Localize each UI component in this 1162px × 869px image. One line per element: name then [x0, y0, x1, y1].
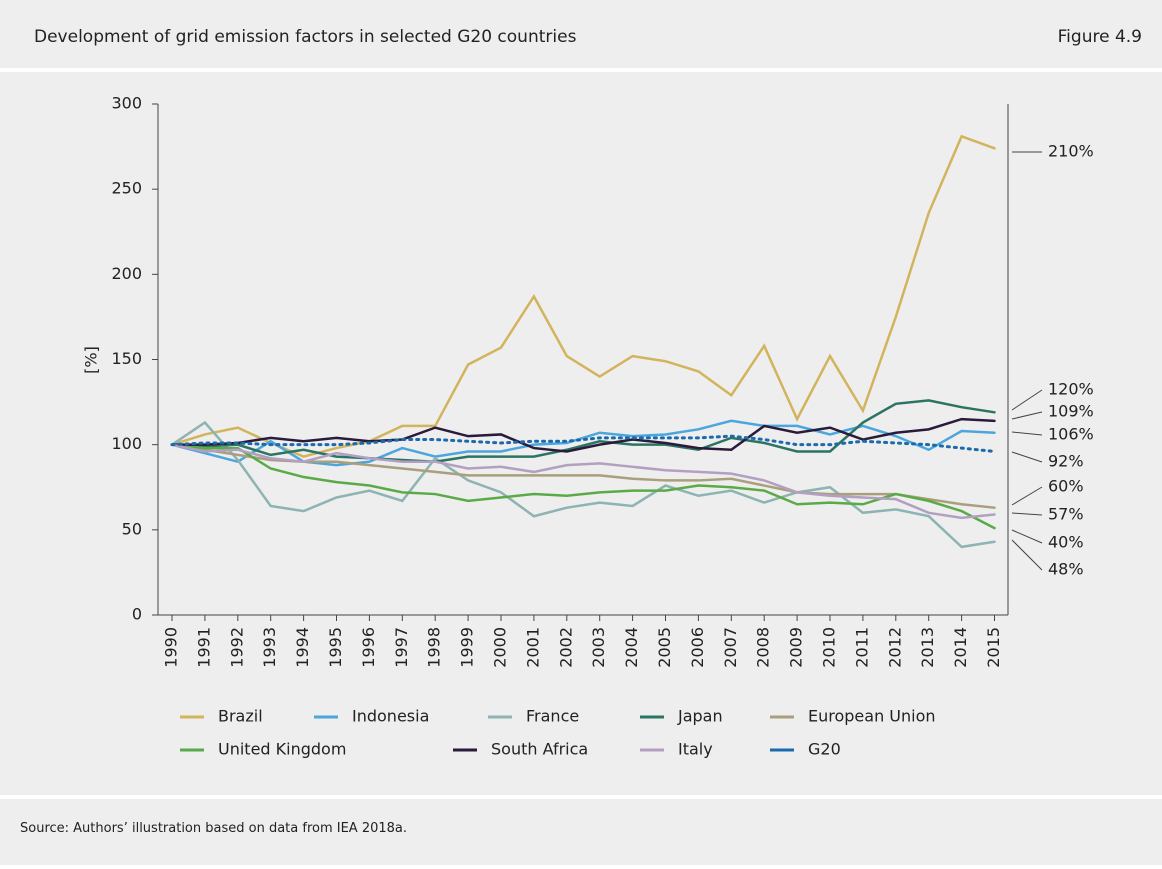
x-tick-label: 1995	[326, 627, 345, 668]
series-line	[170, 443, 996, 509]
leader-line	[1011, 539, 1043, 571]
x-tick-label: 1998	[425, 627, 444, 668]
annotation: 92%	[1048, 452, 1084, 471]
x-tick-label: 2013	[918, 627, 937, 668]
leader-line	[1011, 451, 1043, 463]
series-line	[170, 443, 996, 530]
y-tick-label: 50	[122, 519, 142, 538]
series-line	[170, 434, 996, 453]
x-tick-label: 2011	[852, 627, 871, 668]
legend-label: Indonesia	[352, 707, 429, 726]
x-tick-label: 1996	[359, 627, 378, 668]
annotation: 106%	[1048, 425, 1094, 444]
series-line	[170, 417, 996, 453]
x-tick-label: 2004	[622, 627, 641, 668]
header-bg	[0, 0, 1162, 68]
x-tick-label: 2002	[556, 627, 575, 668]
leader-line	[1011, 411, 1043, 420]
x-tick-label: 1997	[392, 627, 411, 668]
x-tick-label: 1992	[227, 627, 246, 668]
leader-line	[1011, 389, 1043, 411]
x-tick-label: 2008	[754, 627, 773, 668]
legend-label: France	[526, 707, 579, 726]
x-tick-label: 1994	[293, 627, 312, 668]
leader-line	[1011, 529, 1043, 544]
y-axis-label: [%]	[82, 346, 101, 374]
x-tick-label: 2009	[787, 627, 806, 668]
x-tick-label: 2005	[655, 627, 674, 668]
annotation: 48%	[1048, 560, 1084, 579]
legend-label: G20	[808, 740, 841, 759]
x-tick-label: 2007	[721, 627, 740, 668]
annotation: 120%	[1048, 380, 1094, 399]
chart-title: Development of grid emission factors in …	[34, 27, 577, 47]
y-tick-label: 200	[111, 264, 142, 283]
y-tick-label: 300	[111, 94, 142, 113]
source-bg	[0, 799, 1162, 865]
legend-label: European Union	[808, 707, 936, 726]
leader-line	[1011, 486, 1043, 506]
source: Source: Authors’ illustration based on d…	[20, 821, 407, 836]
legend-label: South Africa	[491, 740, 588, 759]
annotation: 109%	[1048, 402, 1094, 421]
y-tick-label: 250	[111, 179, 142, 198]
x-tick-label: 2014	[951, 627, 970, 668]
leader-line	[1011, 512, 1043, 516]
x-tick-label: 2000	[491, 627, 510, 668]
figure-label: Figure 4.9	[1058, 27, 1142, 47]
y-tick-label: 0	[132, 605, 142, 624]
leader-line	[1011, 431, 1043, 436]
series-line	[170, 420, 996, 549]
annotation: 40%	[1048, 533, 1084, 552]
y-tick-label: 150	[111, 349, 142, 368]
series-line	[170, 443, 996, 520]
annotation: 60%	[1048, 477, 1084, 496]
x-tick-label: 1991	[194, 627, 213, 668]
series-line	[170, 399, 996, 463]
x-tick-label: 2012	[885, 627, 904, 668]
x-tick-label: 1999	[458, 627, 477, 668]
legend-label: United Kingdom	[218, 740, 346, 759]
annotation: 210%	[1048, 142, 1094, 161]
x-tick-label: 1993	[260, 627, 279, 668]
x-tick-label: 2006	[688, 627, 707, 668]
annotation: 57%	[1048, 505, 1084, 524]
legend-label: Japan	[677, 707, 723, 726]
x-tick-label: 2003	[589, 627, 608, 668]
y-tick-label: 100	[111, 434, 142, 453]
x-tick-label: 2015	[984, 627, 1003, 668]
chart-bg	[0, 72, 1162, 795]
x-tick-label: 1990	[162, 627, 181, 668]
legend-label: Italy	[678, 740, 713, 759]
x-tick-label: 2001	[523, 627, 542, 668]
legend-label: Brazil	[218, 707, 263, 726]
series-line	[170, 134, 996, 458]
x-tick-label: 2010	[820, 627, 839, 668]
